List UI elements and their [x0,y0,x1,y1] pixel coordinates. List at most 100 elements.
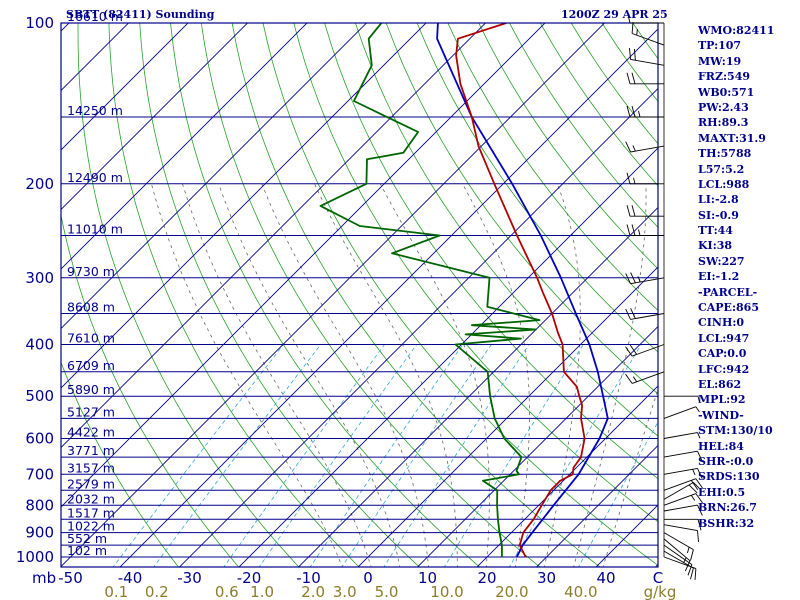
wind-barb-full [629,344,638,355]
pressure-label: 500 [25,387,54,405]
wind-barb-full [626,72,631,84]
wind-barb-full [697,504,703,516]
temp-tick-label: -40 [118,569,143,587]
wind-barb-staff [663,478,697,491]
wind-barb-staff [630,145,665,153]
wind-barb-full [630,272,636,283]
wind-barb [663,544,693,576]
moist-adiabat [218,183,401,567]
index-item: LCL:988 [698,177,750,191]
wind-barb-full [633,48,636,61]
index-item: KI:38 [698,239,733,253]
height-label: 16610 m [67,9,123,24]
mixing-ratio-label: 20.0 [495,583,528,600]
temp-tick-label: -20 [237,569,262,587]
height-label: 552 m [67,531,107,546]
wind-barb [663,482,702,500]
index-item: -WIND- [698,408,744,422]
pressure-label: 300 [25,269,54,287]
isotherm-line [61,23,427,389]
wind-barb [625,371,665,384]
indices-panel: WMO:82411 TP:107 MW:19 FRZ:549 WB0:571 PW:2.4… [698,23,798,531]
wind-barb-full [690,549,694,561]
wind-barb-full [626,224,631,236]
wind-barb-half [633,177,636,184]
wind-barb [664,395,700,403]
index-item: TH:5788 [698,147,752,161]
mixing-ratio-label: 1.0 [250,583,274,600]
wind-barb-half [628,16,631,24]
wind-barb [625,344,665,357]
index-item: EI:-1.2 [698,270,740,284]
temp-tick-label: 40 [596,569,615,587]
wind-barb-half [690,495,696,501]
wind-barb-full [690,480,699,490]
moist-adiabat [462,183,530,567]
index-item: STM:130/10 [698,424,773,438]
moist-adiabat [573,183,647,567]
isotherm-line [61,23,487,449]
wind-barb [626,172,664,185]
index-item: HEL:84 [698,439,744,453]
index-item: WB0:571 [698,85,755,99]
dry-adiabat [139,23,420,567]
index-item: EHI:0.5 [698,485,746,499]
wind-barb-staff [663,467,698,475]
height-label: 2032 m [67,491,115,506]
wind-barb [663,504,703,516]
wind-barb [663,538,691,572]
wind-barb-half [692,469,696,476]
wind-barb-full [630,308,636,319]
temp-tick-label: 0 [363,569,373,587]
isotherm-line [297,206,658,567]
index-item: FRZ:549 [698,70,751,84]
index-item: CAP:0.0 [698,347,747,361]
index-item: LI:-2.8 [698,193,739,207]
isotherm-line [178,87,658,567]
temp-tick-label: 20 [477,569,496,587]
wind-barb [663,493,703,506]
isotherm-line [61,23,368,330]
pressure-label: 600 [25,430,54,448]
wind-barb-full [625,273,631,284]
wind-barb [663,432,701,439]
moist-adiabat [314,183,458,567]
mixing-ratio-label: 10.0 [430,583,463,600]
wind-barb-staff [631,33,665,46]
wind-barb-full [631,72,636,84]
wind-barb-full [626,105,631,118]
wind-barb [625,272,665,285]
mixing-ratio-line [153,344,322,567]
index-item: BSHR:32 [698,516,755,530]
wind-barb-half [632,376,638,382]
wind-barb-staff [663,482,694,500]
index-item: -PARCEL- [698,285,758,299]
isotherm-line [61,23,308,270]
pressure-label: 100 [25,14,54,32]
mixing-ratio-line [383,344,530,567]
temp-tick-label: -30 [177,569,202,587]
isotherm-line [476,385,658,567]
height-label: 3771 m [67,443,115,458]
mixing-ratio-label: 5.0 [375,583,399,600]
pressure-label: 200 [25,175,54,193]
wind-barb-half [683,557,687,564]
index-item: PW:2.43 [698,100,749,114]
wind-barb-full [631,22,634,34]
wind-barb [631,22,665,46]
height-label: 2579 m [67,476,115,491]
moist-adiabat [379,183,490,567]
dry-adiabat [478,23,658,270]
wind-barb-full [694,568,697,581]
wind-barb-half [638,110,641,118]
wind-barb-full [626,172,631,184]
isotherm-line [119,28,658,567]
index-item: L57:5.2 [698,162,745,176]
wind-barb-full [631,224,636,236]
plot-frame [60,22,659,568]
height-label: 4422 m [67,425,115,440]
wind-barb-staff [663,524,698,532]
mixing-ratio-line [309,344,464,567]
height-label: 5127 m [67,404,115,419]
moist-adiabat [602,387,658,567]
